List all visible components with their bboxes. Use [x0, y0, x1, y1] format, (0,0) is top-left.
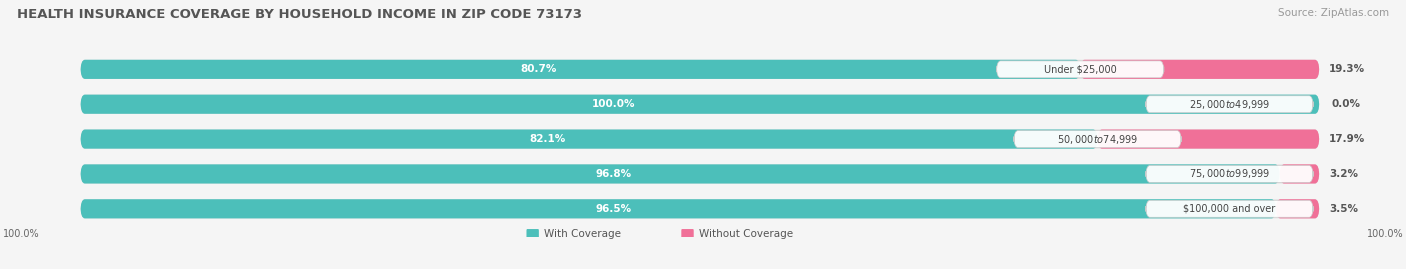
FancyBboxPatch shape [1098, 129, 1319, 149]
Text: Without Coverage: Without Coverage [699, 229, 793, 239]
Text: 100.0%: 100.0% [592, 99, 636, 109]
Text: Source: ZipAtlas.com: Source: ZipAtlas.com [1278, 8, 1389, 18]
Text: 82.1%: 82.1% [529, 134, 565, 144]
Text: $50,000 to $74,999: $50,000 to $74,999 [1057, 133, 1137, 146]
FancyBboxPatch shape [997, 61, 1164, 78]
Text: 100.0%: 100.0% [1367, 229, 1403, 239]
Text: HEALTH INSURANCE COVERAGE BY HOUSEHOLD INCOME IN ZIP CODE 73173: HEALTH INSURANCE COVERAGE BY HOUSEHOLD I… [17, 8, 582, 21]
Text: 0.0%: 0.0% [1331, 99, 1361, 109]
FancyBboxPatch shape [1080, 60, 1319, 79]
Text: Under $25,000: Under $25,000 [1043, 64, 1116, 74]
FancyBboxPatch shape [80, 164, 1319, 183]
Text: $25,000 to $49,999: $25,000 to $49,999 [1189, 98, 1270, 111]
Text: 3.5%: 3.5% [1329, 204, 1358, 214]
Text: 100.0%: 100.0% [3, 229, 39, 239]
FancyBboxPatch shape [80, 199, 1319, 218]
Text: $100,000 and over: $100,000 and over [1184, 204, 1275, 214]
FancyBboxPatch shape [80, 95, 1319, 114]
FancyBboxPatch shape [80, 164, 1279, 183]
Text: $75,000 to $99,999: $75,000 to $99,999 [1189, 168, 1270, 180]
FancyBboxPatch shape [526, 229, 538, 239]
Text: 96.5%: 96.5% [595, 204, 631, 214]
FancyBboxPatch shape [80, 129, 1098, 149]
FancyBboxPatch shape [1275, 199, 1319, 218]
Text: 17.9%: 17.9% [1329, 134, 1365, 144]
Text: 80.7%: 80.7% [520, 64, 557, 74]
FancyBboxPatch shape [1146, 96, 1313, 113]
FancyBboxPatch shape [1146, 200, 1313, 217]
Text: With Coverage: With Coverage [544, 229, 621, 239]
Text: 19.3%: 19.3% [1329, 64, 1365, 74]
FancyBboxPatch shape [80, 95, 1319, 114]
Text: 96.8%: 96.8% [595, 169, 631, 179]
FancyBboxPatch shape [1279, 164, 1319, 183]
FancyBboxPatch shape [80, 60, 1080, 79]
FancyBboxPatch shape [1146, 165, 1313, 182]
FancyBboxPatch shape [80, 199, 1275, 218]
FancyBboxPatch shape [80, 60, 1319, 79]
Text: 3.2%: 3.2% [1329, 169, 1358, 179]
FancyBboxPatch shape [1014, 131, 1181, 147]
FancyBboxPatch shape [682, 229, 693, 239]
FancyBboxPatch shape [80, 129, 1319, 149]
